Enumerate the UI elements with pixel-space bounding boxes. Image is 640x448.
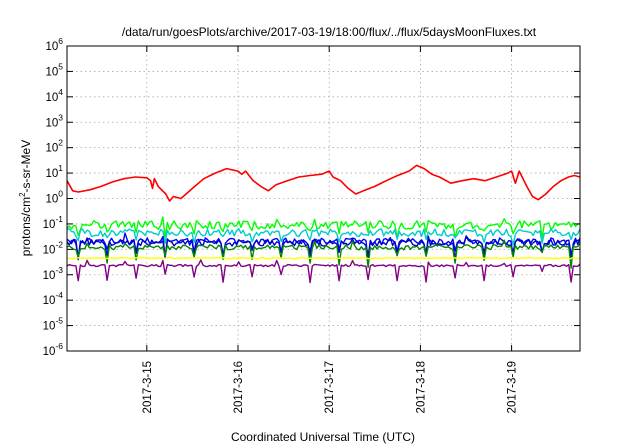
grid bbox=[67, 46, 580, 351]
x-tick-label: 2017-3-18 bbox=[415, 361, 427, 413]
y-tick-label: 10-1 bbox=[43, 214, 64, 231]
x-tick-label: 2017-3-16 bbox=[233, 361, 245, 413]
x-tick-label: 2017-3-19 bbox=[507, 361, 519, 413]
y-tick-label: 100 bbox=[45, 189, 63, 206]
y-tick-label: 10-2 bbox=[43, 239, 64, 256]
y-tick-label: 101 bbox=[45, 163, 63, 180]
y-tick-label: 104 bbox=[45, 87, 63, 104]
chart-title: /data/run/goesPlots/archive/2017-03-19/1… bbox=[122, 25, 537, 39]
series-line bbox=[66, 256, 581, 260]
y-axis-label: protons/cm2-s-sr-MeV bbox=[18, 140, 33, 256]
y-tick-label: 103 bbox=[45, 112, 63, 129]
series-line bbox=[66, 235, 581, 261]
x-axis-label: Coordinated Universal Time (UTC) bbox=[231, 430, 415, 444]
series-line bbox=[66, 216, 581, 239]
x-tick-label: 2017-3-17 bbox=[324, 361, 336, 413]
y-tick-label: 10-6 bbox=[43, 341, 64, 358]
y-tick-label: 10-4 bbox=[43, 290, 64, 307]
y-tick-label: 10-3 bbox=[43, 265, 64, 282]
x-tick-label: 2017-3-15 bbox=[142, 361, 154, 413]
y-tick-label: 102 bbox=[45, 138, 63, 155]
tick-marks bbox=[67, 45, 580, 352]
series-line bbox=[66, 227, 581, 246]
x-tick-labels: 2017-3-15 2017-3-16 2017-3-17 2017-3-18 2017… bbox=[142, 361, 519, 413]
series-line bbox=[66, 239, 581, 269]
y-tick-label: 10-5 bbox=[43, 316, 64, 333]
y-tick-labels: 10-6 10-5 10-4 10-3 10-2 10-1 100 101 102 103 104 1… bbox=[43, 36, 64, 358]
series-line bbox=[66, 259, 581, 284]
series-line bbox=[66, 164, 581, 202]
y-tick-label: 105 bbox=[45, 61, 63, 78]
series-group bbox=[66, 164, 581, 284]
y-tick-label: 106 bbox=[45, 36, 63, 53]
series-line bbox=[66, 232, 581, 261]
